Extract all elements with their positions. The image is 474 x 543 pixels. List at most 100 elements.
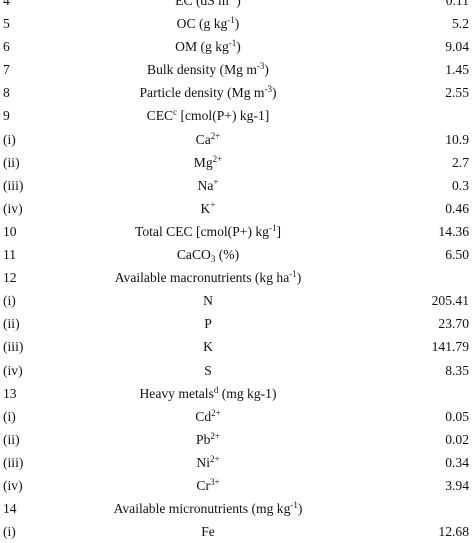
parameter-label: CECc [cmol(P+) kg-1] [147, 104, 270, 127]
parameter-name: N [203, 293, 213, 309]
parameter-name: OC [176, 16, 196, 32]
value-cell: 0.3 [452, 177, 469, 193]
parameter-label: OM (g kg-1) [175, 35, 241, 58]
row-index: (iii) [3, 177, 24, 193]
parameter-name: EC [175, 0, 193, 8]
parameter-name: Mg [193, 154, 213, 170]
parameter-name: Heavy metals [139, 385, 214, 401]
table-row: 11 CaCO3 (%) 6.50 [0, 243, 474, 266]
row-index: (ii) [3, 154, 20, 170]
parameter-label: Ca2+ [196, 128, 221, 151]
value-cell: 2.55 [445, 85, 469, 101]
parameter-label: OC (g kg-1) [177, 12, 240, 35]
row-index: (i) [3, 524, 16, 540]
table-row: 7 Bulk density (Mg m-3) 1.45 [0, 58, 474, 81]
unit-text-end: ) [264, 62, 269, 78]
table-row: 14 Available micronutrients (mg kg-1) [0, 497, 474, 520]
row-index: 8 [3, 85, 10, 101]
value-cell: 3.94 [445, 477, 469, 493]
unit-text-end: ] [276, 223, 281, 239]
unit-text-end: ) [236, 0, 241, 8]
parameter-name: Particle density [139, 85, 224, 101]
parameter-name: Cd [195, 408, 212, 424]
parameter-label: Fe [201, 520, 215, 543]
superscript: -1 [228, 38, 237, 49]
table-row: (ii) P 23.70 [0, 312, 474, 335]
parameter-name: CEC [146, 108, 174, 124]
unit-text-end: (mg kg-1) [218, 385, 277, 401]
unit-text-end: (%) [215, 247, 240, 263]
parameter-name: Ni [196, 454, 211, 470]
row-index: (iv) [3, 362, 23, 378]
superscript: d [213, 384, 219, 395]
parameter-name: Na [197, 177, 214, 193]
table-row: 6 OM (g kg-1) 9.04 [0, 35, 474, 58]
table-row: (i) Ca2+ 10.9 [0, 128, 474, 151]
table-row: (ii) Pb2+ 0.02 [0, 428, 474, 451]
table-row: 5 OC (g kg-1) 5.2 [0, 12, 474, 35]
parameter-name: Available micronutrients [113, 501, 249, 517]
parameter-name: Available macronutrients [114, 270, 252, 286]
parameter-label: K+ [201, 197, 216, 220]
row-index: (iii) [3, 454, 24, 470]
parameter-name: CaCO [176, 247, 211, 263]
parameter-label: Bulk density (Mg m-3) [147, 58, 269, 81]
superscript: 2+ [211, 407, 221, 418]
parameter-label: Total CEC [cmol(P+) kg-1] [135, 220, 281, 243]
unit-text: (mg kg [248, 501, 291, 517]
parameter-label: Mg2+ [194, 151, 222, 174]
table-row: (i) N 205.41 [0, 289, 474, 312]
parameter-label: K [203, 335, 213, 358]
row-index: 4 [3, 0, 10, 8]
row-index: 6 [3, 39, 10, 55]
value-cell: 0.46 [445, 200, 469, 216]
table-row: (iv) K+ 0.46 [0, 197, 474, 220]
row-index: 10 [3, 223, 17, 239]
superscript: -1 [227, 15, 235, 26]
table-row: (i) Fe 12.68 [0, 520, 474, 543]
superscript: 3+ [210, 476, 220, 487]
subscript: 3 [210, 254, 216, 265]
superscript: -1 [290, 500, 298, 511]
table-row: (ii) Mg2+ 2.7 [0, 151, 474, 174]
row-index: (iv) [3, 200, 23, 216]
value-cell: 14.36 [438, 223, 469, 239]
superscript: 2+ [210, 430, 220, 441]
parameter-label: Na+ [198, 174, 219, 197]
row-index: 14 [3, 501, 17, 517]
row-index: 11 [3, 247, 17, 263]
unit-text-end: ) [296, 270, 302, 286]
unit-text-end: ) [297, 501, 303, 517]
parameter-label: P [204, 312, 212, 335]
table-row: 9 CECc [cmol(P+) kg-1] [0, 104, 474, 127]
table-row: (iii) K 141.79 [0, 335, 474, 358]
parameter-label: N [203, 289, 213, 312]
superscript: -3 [256, 61, 265, 72]
table-row: (iii) Na+ 0.3 [0, 174, 474, 197]
parameter-label: CaCO3 (%) [177, 243, 239, 266]
parameter-label: Particle density (Mg m-3) [140, 81, 277, 104]
row-index: 13 [3, 385, 17, 401]
superscript: + [213, 176, 219, 187]
parameter-name: Cr [196, 477, 211, 493]
value-cell: 0.05 [445, 408, 469, 424]
parameter-label: Available macronutrients (kg ha-1) [115, 266, 302, 289]
value-cell: 0.11 [445, 0, 469, 8]
parameter-label: Cr3+ [196, 474, 219, 497]
superscript: -1 [268, 222, 277, 233]
value-cell: 5.2 [452, 16, 469, 32]
parameter-name: K [203, 339, 213, 355]
row-index: 5 [3, 16, 10, 32]
value-cell: 12.68 [438, 524, 469, 540]
superscript: 2+ [212, 153, 223, 164]
superscript: + [210, 199, 216, 210]
table-row: (iii) Ni2+ 0.34 [0, 451, 474, 474]
parameter-name: Bulk density [147, 62, 217, 78]
parameter-label: Cd2+ [195, 405, 220, 428]
unit-text-end: ) [236, 39, 241, 55]
table-row: (i) Cd2+ 0.05 [0, 405, 474, 428]
unit-text: (dS m [192, 0, 229, 8]
superscript: 2+ [210, 130, 221, 141]
table-row: 10 Total CEC [cmol(P+) kg-1] 14.36 [0, 220, 474, 243]
